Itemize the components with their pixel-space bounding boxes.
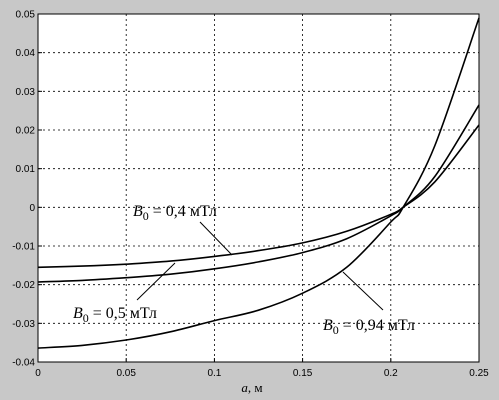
y-tick-label: 0.05 (16, 10, 36, 21)
y-tick-label: 0.02 (16, 126, 36, 137)
x-tick-label: 0.2 (384, 368, 398, 379)
series-line-1 (37, 104, 480, 283)
annotation-leaders (136, 221, 384, 311)
y-tick-label: -0.03 (12, 319, 35, 330)
x-tick-label: 0.05 (116, 368, 136, 379)
y-tick-label: 0.01 (16, 164, 36, 175)
x-tick-label: 0 (35, 368, 41, 379)
annotation-leader-0 (199, 221, 233, 256)
series-line-2 (37, 17, 480, 349)
series-group (37, 17, 480, 349)
y-tick-label: -0.02 (12, 280, 35, 291)
x-tick-label: 0.1 (207, 368, 221, 379)
plot-frame (37, 13, 480, 363)
annotation-2: B0 = 0,94 мТл (323, 317, 415, 337)
annotation-0: B0 = 0,4 мТл (133, 203, 217, 223)
annotation-leader-2 (342, 271, 384, 311)
y-tick-label: -0.01 (12, 242, 35, 253)
x-tick-label: 0.15 (293, 368, 313, 379)
y-tick-label: 0 (29, 203, 35, 214)
annotation-1: B0 = 0,5 мТл (73, 305, 157, 325)
annotation-leader-1 (136, 262, 176, 301)
x-tick-label: 0.25 (469, 368, 489, 379)
x-axis-label: a, м (241, 380, 262, 395)
y-tick-label: -0.04 (12, 358, 35, 369)
grid (38, 14, 479, 362)
ticks: 0 0.05 0.1 0.15 0.2 0.25 -0.04 -0.03 -0.02 -0.01 0… (12, 10, 489, 380)
plot-area (38, 14, 479, 362)
y-tick-label: 0.03 (16, 87, 36, 98)
y-tick-label: 0.04 (16, 48, 36, 59)
